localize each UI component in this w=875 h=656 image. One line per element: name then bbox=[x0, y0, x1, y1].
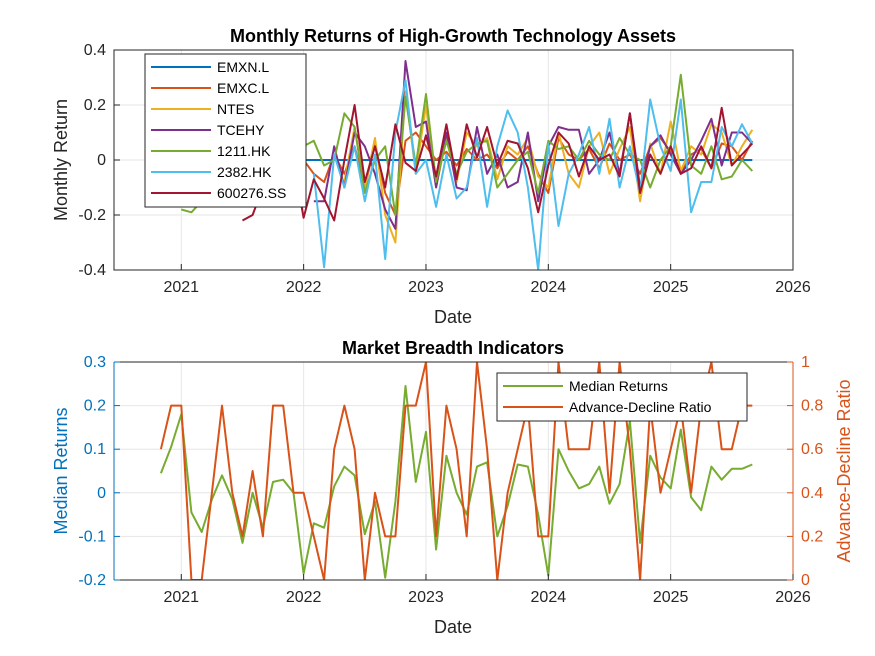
bottom-y-ticks-left: -0.2 -0.1 0 0.1 0.2 0.3 bbox=[78, 354, 120, 589]
y-tick-label: 0 bbox=[97, 485, 106, 502]
bottom-legend: Median Returns Advance-Decline Ratio bbox=[496, 372, 748, 422]
legend-label-advance-decline-ratio: Advance-Decline Ratio bbox=[569, 399, 712, 415]
legend-label-ntes: NTES bbox=[217, 101, 254, 117]
bottom-axes: 2021 2022 2023 2024 2025 2026 -0.2 -0.1 0 0.1 0.2… bbox=[51, 338, 854, 637]
legend-label-2382-hk: 2382.HK bbox=[217, 164, 272, 180]
x-tick-label: 2025 bbox=[653, 589, 689, 606]
y-right-tick-label: 0.2 bbox=[801, 528, 823, 545]
series-line-2382-hk bbox=[312, 79, 754, 270]
y-tick-label: 0.2 bbox=[84, 97, 106, 114]
y-right-tick-label: 1 bbox=[801, 354, 810, 371]
bottom-x-axis-label: Date bbox=[434, 617, 472, 637]
x-tick-label: 2024 bbox=[531, 279, 567, 296]
y-tick-label: 0.3 bbox=[84, 354, 106, 371]
y-tick-label: 0.1 bbox=[84, 441, 106, 458]
top-chart-title: Monthly Returns of High-Growth Technolog… bbox=[230, 26, 676, 46]
bottom-y-ticks-right: 0 0.2 0.4 0.6 0.8 1 bbox=[787, 354, 823, 589]
series-line-600276-ss bbox=[242, 104, 754, 222]
y-tick-label: -0.4 bbox=[78, 262, 106, 279]
bottom-y-axis-label-right: Advance-Decline Ratio bbox=[834, 379, 854, 562]
x-tick-label: 2025 bbox=[653, 279, 689, 296]
y-tick-label: 0.2 bbox=[84, 398, 106, 415]
x-tick-label: 2026 bbox=[775, 589, 811, 606]
y-tick-label: -0.2 bbox=[78, 572, 106, 589]
top-x-axis-label: Date bbox=[434, 307, 472, 327]
top-y-ticks: -0.4 -0.2 0 0.2 0.4 bbox=[78, 42, 120, 279]
y-tick-label: 0.4 bbox=[84, 42, 106, 59]
x-tick-label: 2022 bbox=[286, 279, 322, 296]
legend-label-tcehy: TCEHY bbox=[217, 122, 265, 138]
legend-label-600276-ss: 600276.SS bbox=[217, 185, 286, 201]
x-tick-label: 2024 bbox=[531, 589, 567, 606]
bottom-axes-series bbox=[159, 362, 753, 580]
y-tick-label: -0.1 bbox=[78, 528, 106, 545]
legend-label-1211-hk: 1211.HK bbox=[217, 143, 271, 159]
x-tick-label: 2026 bbox=[775, 279, 811, 296]
y-tick-label: -0.2 bbox=[78, 207, 106, 224]
top-axes: 2021 2022 2023 2024 2025 2026 -0.4 -0.2 0 0.2 0.4… bbox=[51, 26, 811, 327]
x-tick-label: 2021 bbox=[163, 279, 199, 296]
legend-label-emxc-l: EMXC.L bbox=[217, 80, 269, 96]
bottom-y-axis-label-left: Median Returns bbox=[51, 407, 71, 534]
legend-label-median-returns: Median Returns bbox=[569, 378, 668, 394]
y-right-tick-label: 0.4 bbox=[801, 485, 823, 502]
x-tick-label: 2023 bbox=[408, 589, 444, 606]
y-tick-label: 0 bbox=[97, 152, 106, 169]
top-legend: EMXN.L EMXC.L NTES TCEHY 1211.HK 2382.HK 60027… bbox=[144, 53, 307, 208]
bottom-chart-title: Market Breadth Indicators bbox=[342, 338, 564, 358]
legend-label-emxn-l: EMXN.L bbox=[217, 59, 269, 75]
top-y-axis-label: Monthly Return bbox=[51, 99, 71, 221]
series-line-advance-decline-ratio bbox=[159, 362, 753, 580]
y-right-tick-label: 0.6 bbox=[801, 441, 823, 458]
x-tick-label: 2021 bbox=[163, 589, 199, 606]
x-tick-label: 2023 bbox=[408, 279, 444, 296]
y-right-tick-label: 0.8 bbox=[801, 398, 823, 415]
x-tick-label: 2022 bbox=[286, 589, 322, 606]
y-right-tick-label: 0 bbox=[801, 572, 810, 589]
bottom-x-ticks: 2021 2022 2023 2024 2025 2026 bbox=[163, 574, 811, 606]
top-x-ticks: 2021 2022 2023 2024 2025 2026 bbox=[163, 264, 811, 296]
legend-box bbox=[496, 372, 748, 422]
